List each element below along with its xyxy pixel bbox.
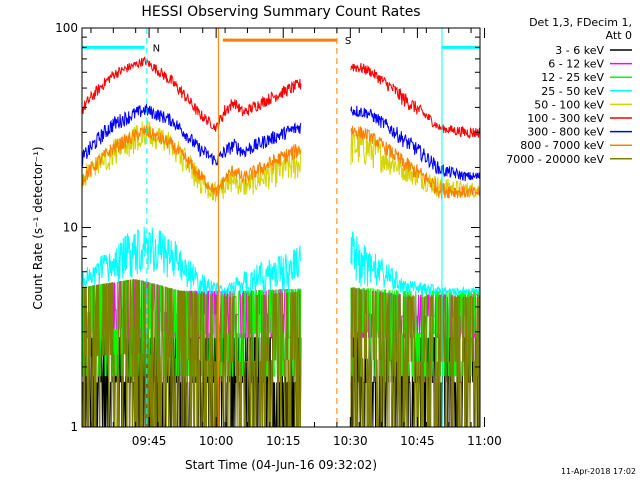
series-line-5 (82, 55, 480, 139)
x-tick-label-0: 09:45 (132, 434, 167, 448)
x-tick-label-5: 11:00 (467, 434, 502, 448)
y-tick-label-2: 100 (55, 21, 78, 35)
legend-header-1: Att 0 (606, 29, 632, 42)
legend-label-8: 7000 - 20000 keV (506, 153, 604, 166)
x-axis-label: Start Time (04-Jun-16 09:32:02) (185, 458, 377, 472)
legend-label-0: 3 - 6 keV (555, 44, 604, 57)
series-line-6 (82, 104, 480, 182)
y-tick-label-0: 1 (70, 420, 78, 434)
x-tick-label-2: 10:15 (266, 434, 301, 448)
y-tick-label-1: 10 (63, 221, 78, 235)
legend-label-7: 800 - 7000 keV (520, 139, 604, 152)
legend-label-3: 25 - 50 keV (541, 85, 604, 98)
x-tick-label-1: 10:00 (199, 434, 234, 448)
legend-label-2: 12 - 25 keV (541, 71, 604, 84)
legend-label-5: 100 - 300 keV (527, 112, 604, 125)
series-line-7 (82, 125, 480, 200)
series-line-8 (82, 278, 480, 427)
legend-label-4: 50 - 100 keV (534, 98, 604, 111)
flag-label-0: N (153, 43, 160, 54)
axes: 1 10 100 09:45 10:00 10:15 10:30 10:45 11:00 (55, 21, 502, 448)
chart-title: HESSI Observing Summary Count Rates (141, 4, 420, 20)
flag-label-1: S (345, 36, 351, 47)
x-tick-label-3: 10:30 (333, 434, 368, 448)
x-tick-label-4: 10:45 (400, 434, 435, 448)
legend-label-1: 6 - 12 keV (548, 58, 604, 71)
footer-timestamp: 11-Apr-2018 17:02 (561, 467, 636, 476)
plot-area: NS (82, 28, 480, 427)
y-axis-label: Count Rate (s⁻¹ detector⁻¹) (31, 146, 45, 309)
legend-header-0: Det 1,3, FDecim 1, (529, 16, 632, 29)
legend-label-6: 300 - 800 keV (527, 126, 604, 139)
